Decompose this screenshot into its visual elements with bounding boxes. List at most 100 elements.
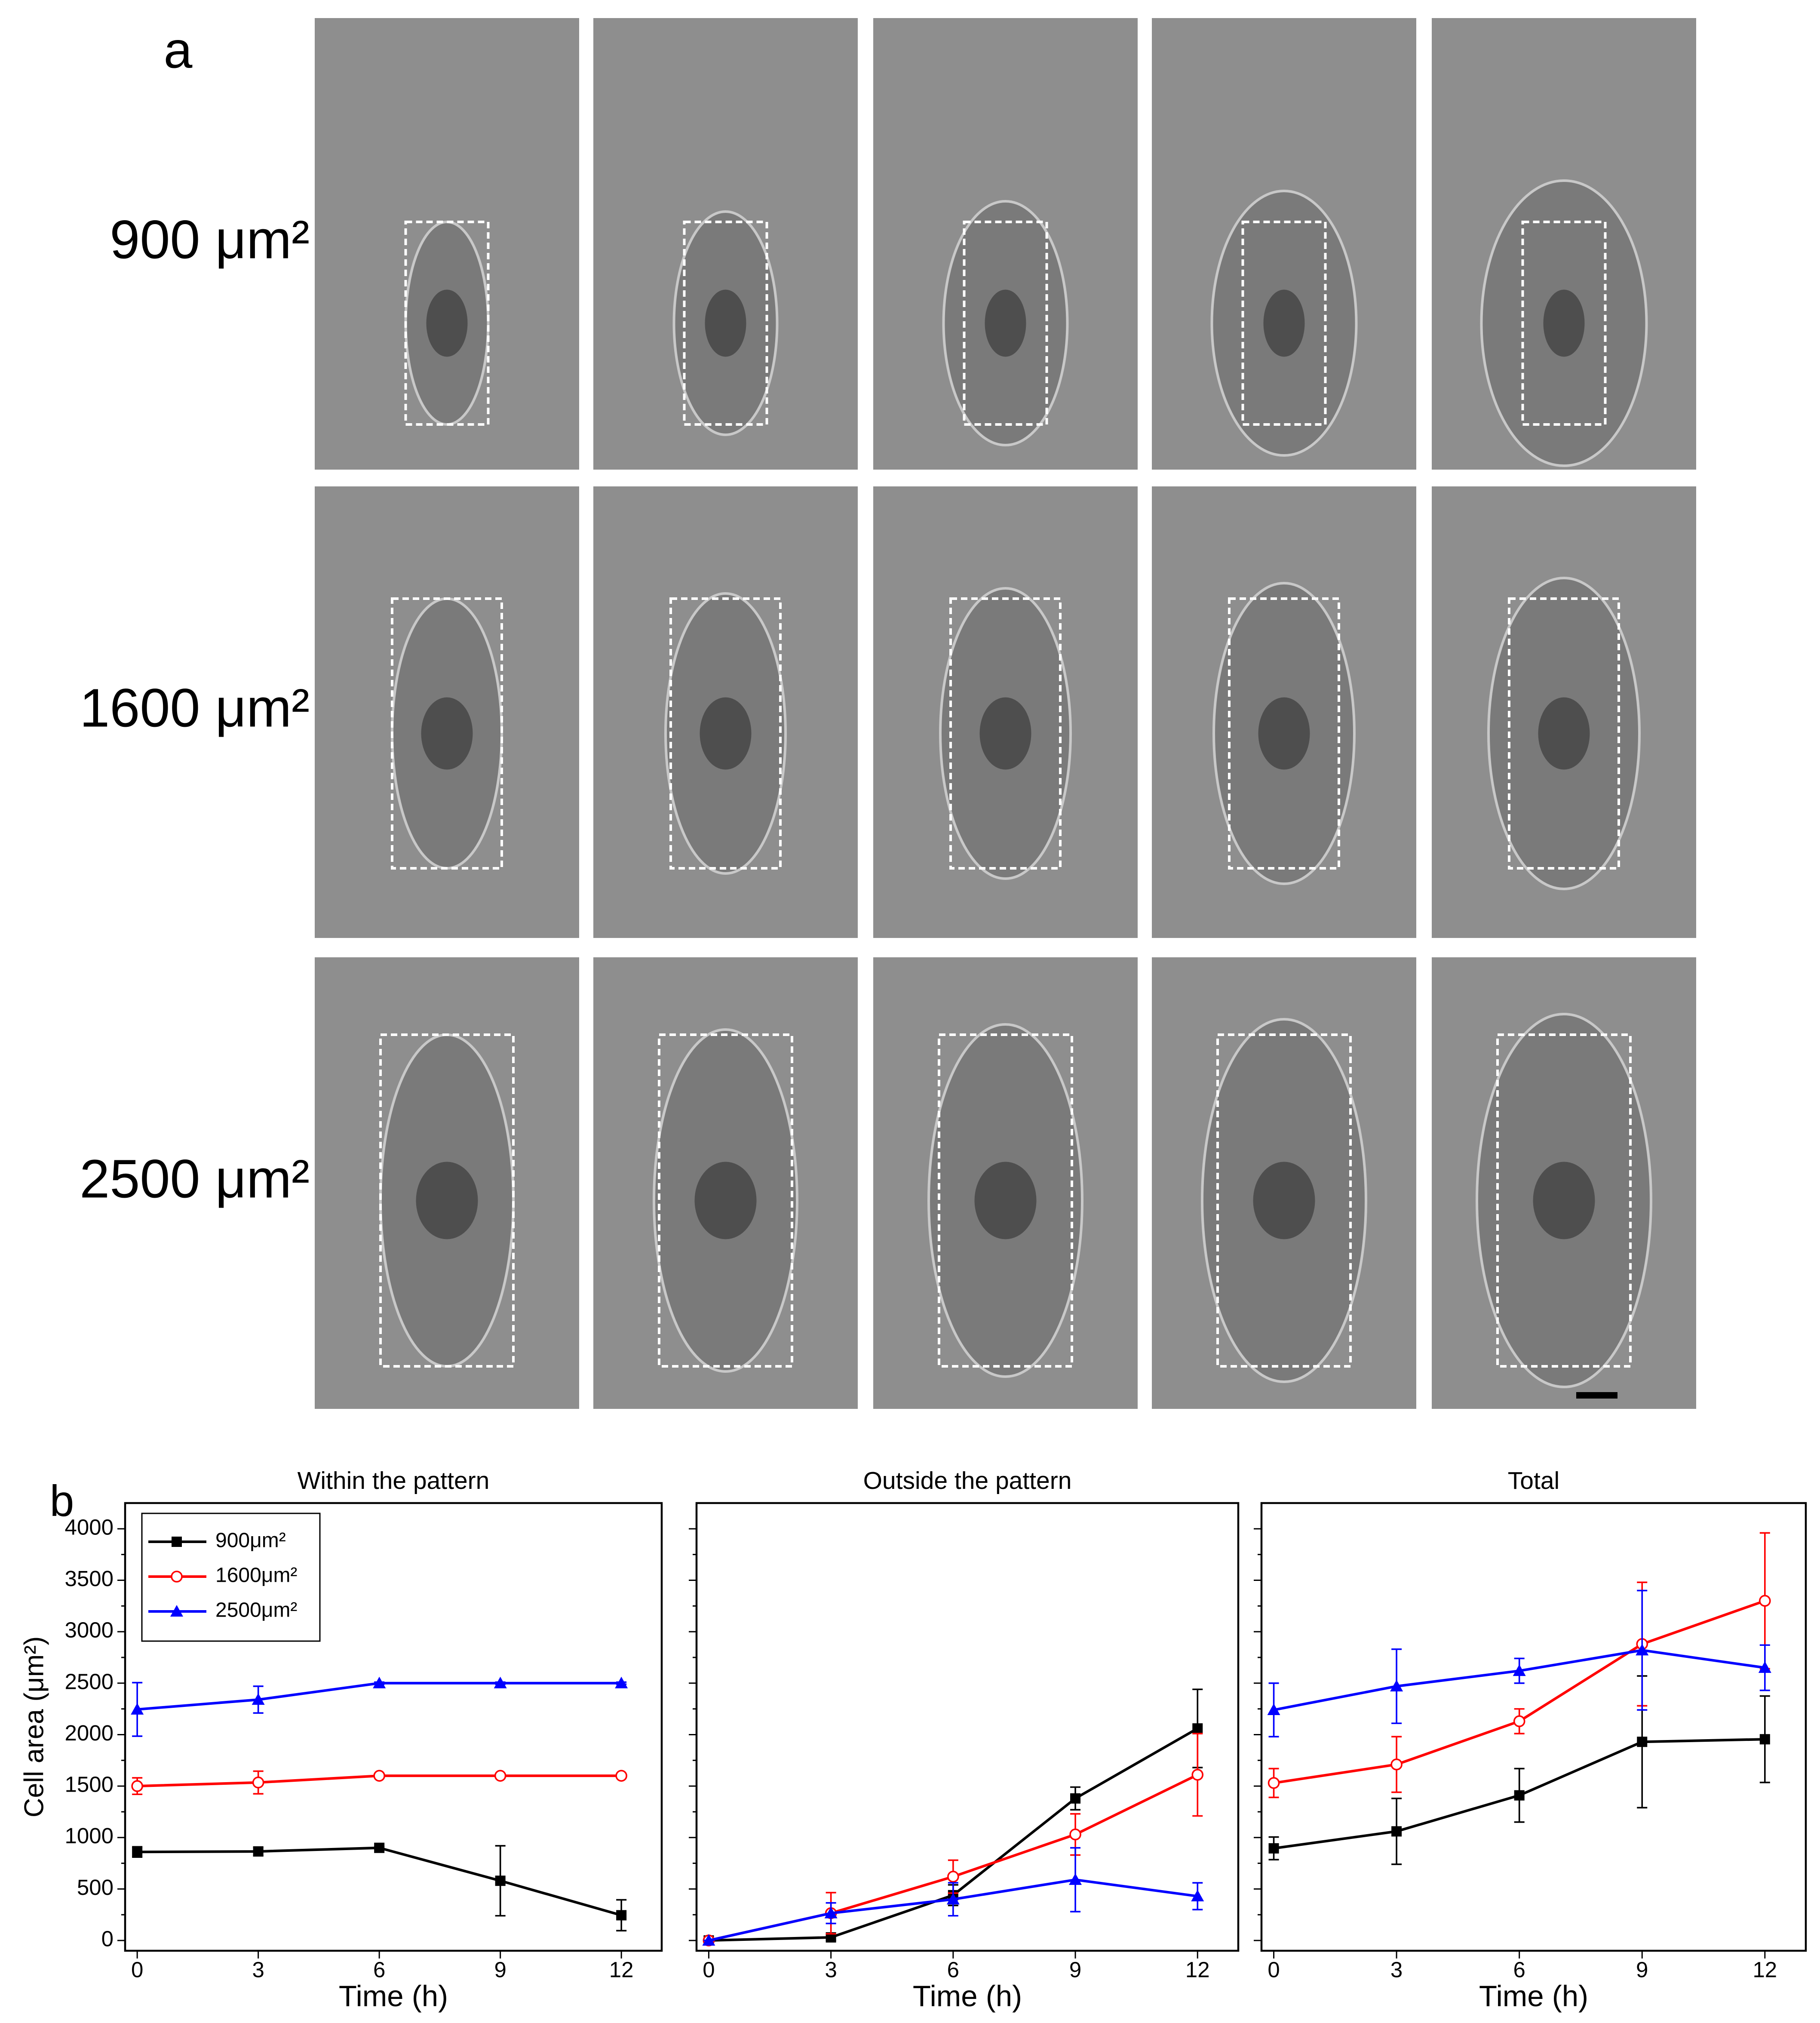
x-tick-label: 6 <box>1513 1957 1525 1982</box>
y-tick-label: 0 <box>101 1927 114 1951</box>
marker <box>1267 1703 1280 1716</box>
x-tick-label: 3 <box>252 1957 264 1982</box>
marker <box>1069 1873 1082 1885</box>
marker <box>946 1893 960 1905</box>
x-tick-label: 6 <box>947 1957 959 1982</box>
pattern-outline <box>949 597 1062 870</box>
x-tick-label: 12 <box>609 1957 634 1982</box>
nucleus <box>1538 697 1590 770</box>
y-tick-label: 2000 <box>65 1721 114 1745</box>
marker <box>253 1846 264 1857</box>
marker <box>1636 1644 1649 1656</box>
y-tick-label: 3000 <box>65 1618 114 1642</box>
marker <box>1069 1828 1081 1841</box>
marker <box>1637 1737 1648 1747</box>
marker <box>1192 1723 1203 1734</box>
pattern-outline <box>669 597 782 870</box>
series-line <box>1274 1599 1765 1784</box>
pattern-outline <box>1241 221 1327 426</box>
pattern-outline <box>1228 597 1340 870</box>
marker <box>616 1910 627 1921</box>
x-tick-label: 3 <box>1390 1957 1403 1982</box>
marker <box>131 1780 143 1792</box>
nucleus <box>1253 1162 1315 1239</box>
x-tick-label: 6 <box>373 1957 385 1982</box>
row-label: 2500 μm² <box>80 1148 310 1209</box>
marker <box>1759 1734 1770 1745</box>
marker <box>494 1676 507 1688</box>
marker <box>131 1703 144 1715</box>
chart-title: Outside the pattern <box>863 1467 1072 1494</box>
pattern-outline <box>1521 221 1607 426</box>
marker <box>374 1842 385 1853</box>
marker <box>1758 1661 1771 1673</box>
nucleus <box>700 697 752 770</box>
marker <box>1759 1595 1771 1607</box>
panel-label: a <box>164 22 193 79</box>
nucleus <box>979 697 1031 770</box>
marker <box>824 1906 838 1918</box>
marker <box>494 1770 506 1782</box>
x-tick-label: 12 <box>1185 1957 1210 1982</box>
x-tick-label: 12 <box>1752 1957 1777 1982</box>
marker <box>1070 1793 1081 1804</box>
pattern-outline <box>938 1033 1073 1368</box>
series-line <box>137 1846 622 1917</box>
x-tick-label: 0 <box>703 1957 715 1982</box>
pattern-outline <box>404 221 490 426</box>
marker <box>373 1770 385 1782</box>
x-tick-label: 0 <box>1268 1957 1280 1982</box>
x-tick-label: 9 <box>1636 1957 1648 1982</box>
y-tick-label: 3500 <box>65 1566 114 1591</box>
marker <box>615 1770 627 1782</box>
y-tick-label: 1000 <box>65 1823 114 1848</box>
y-tick-label: 1500 <box>65 1772 114 1797</box>
chart-title: Total <box>1508 1467 1559 1494</box>
nucleus <box>985 289 1026 357</box>
nucleus <box>1258 697 1310 770</box>
marker <box>1391 1826 1402 1837</box>
plot-frame <box>695 1502 1240 1952</box>
marker <box>495 1875 506 1886</box>
y-axis-label: Cell area (μm²) <box>19 1636 49 1817</box>
nucleus <box>1543 289 1585 357</box>
nucleus <box>416 1162 478 1239</box>
marker <box>252 1693 265 1705</box>
nucleus <box>1533 1162 1595 1239</box>
marker <box>947 1870 959 1883</box>
marker <box>1268 1777 1280 1789</box>
nucleus <box>705 289 746 357</box>
row-label: 1600 μm² <box>80 677 310 738</box>
nucleus <box>1263 289 1305 357</box>
plot-frame <box>1260 1502 1807 1952</box>
panel-label: b <box>50 1476 74 1525</box>
scale-bar <box>1576 1392 1617 1399</box>
marker <box>252 1776 264 1789</box>
marker <box>1513 1664 1526 1676</box>
y-tick-label: 4000 <box>65 1515 114 1539</box>
marker <box>171 1571 183 1583</box>
pattern-outline <box>1216 1033 1352 1368</box>
y-tick-label: 2500 <box>65 1669 114 1694</box>
x-axis-label: Time (h) <box>339 1980 448 2013</box>
pattern-outline <box>1508 597 1620 870</box>
chart-title: Within the pattern <box>298 1467 490 1494</box>
marker <box>373 1676 386 1688</box>
marker <box>1513 1715 1525 1728</box>
pattern-outline <box>658 1033 793 1368</box>
x-tick-label: 0 <box>131 1957 143 1982</box>
x-tick-label: 9 <box>1069 1957 1081 1982</box>
legend-label: 2500μm² <box>215 1599 297 1622</box>
nucleus <box>974 1162 1037 1239</box>
marker <box>1390 1679 1403 1691</box>
pattern-outline <box>1496 1033 1632 1368</box>
y-tick-label: 500 <box>77 1875 114 1900</box>
marker <box>1191 1768 1204 1781</box>
pattern-outline <box>391 597 503 870</box>
row-label: 900 μm² <box>110 209 310 270</box>
nucleus <box>426 289 468 357</box>
x-axis-label: Time (h) <box>1479 1980 1588 2013</box>
marker <box>172 1537 182 1547</box>
nucleus <box>421 697 473 770</box>
